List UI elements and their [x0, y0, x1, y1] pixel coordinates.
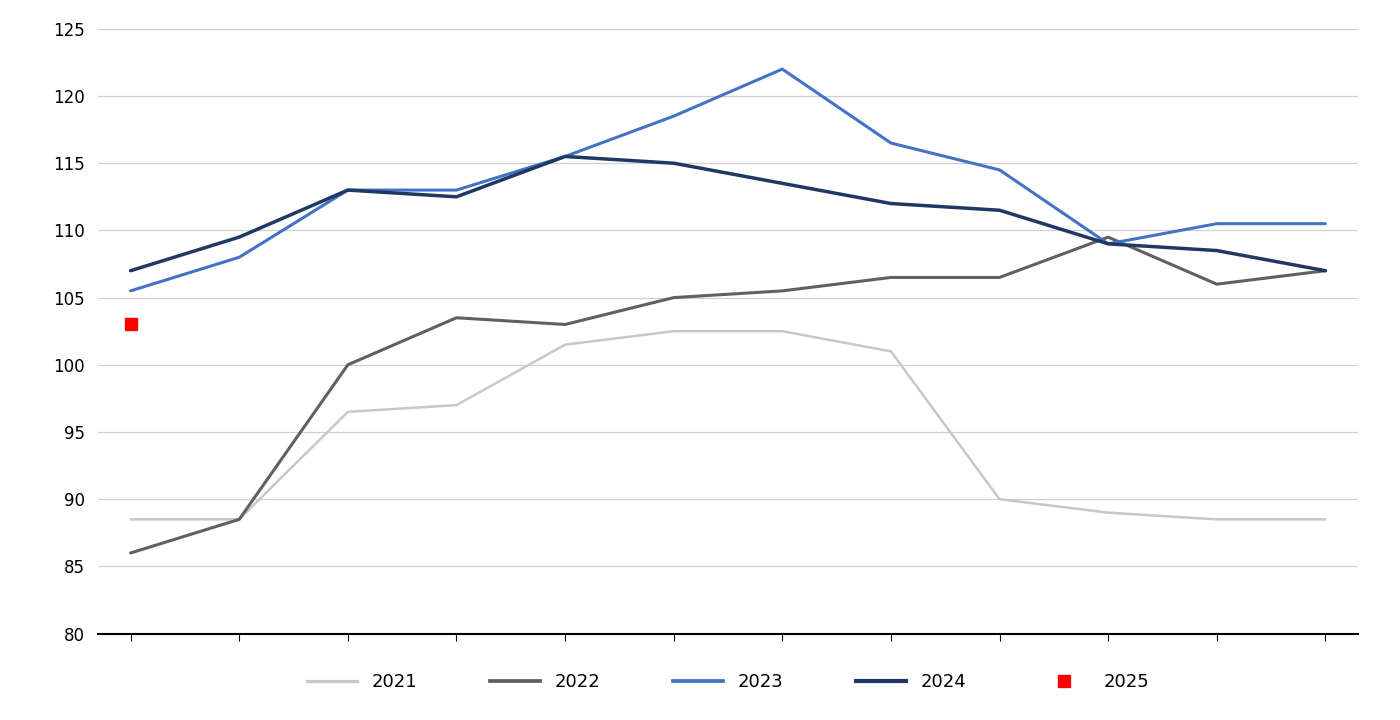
Legend: 2021, 2022, 2023, 2024, 2025: 2021, 2022, 2023, 2024, 2025: [307, 673, 1149, 691]
